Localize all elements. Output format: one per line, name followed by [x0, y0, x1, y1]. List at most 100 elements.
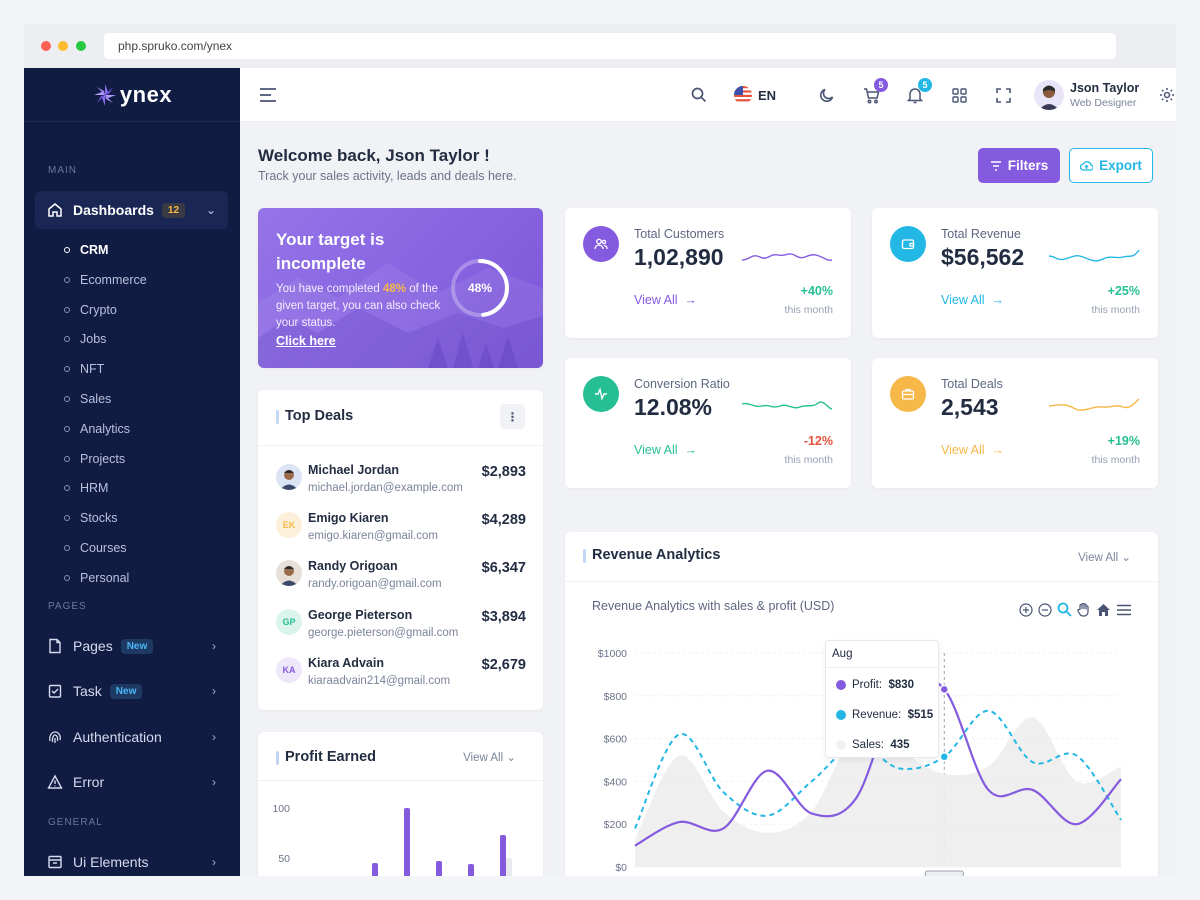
- sidebar-subitem-projects[interactable]: Projects: [64, 452, 125, 466]
- deal-row[interactable]: EK Emigo Kiaren emigo.kiaren@gmail.com $4,2…: [276, 510, 526, 550]
- revenue-view-all[interactable]: View All ⌄: [1078, 550, 1131, 564]
- tooltip-sales-value: 435: [890, 739, 910, 751]
- tooltip-revenue-label: Revenue:: [852, 709, 902, 721]
- briefcase-icon: [890, 376, 926, 412]
- sidebar-item-ui-elements[interactable]: Ui Elements ›: [35, 843, 228, 876]
- sidebar-subitem-personal[interactable]: Personal: [64, 571, 129, 585]
- zoom-out-icon[interactable]: [1038, 602, 1052, 617]
- stat-change: +40%: [800, 284, 833, 298]
- brand-logo[interactable]: ynex: [24, 68, 240, 122]
- sidebar-item-error[interactable]: Error ›: [35, 763, 228, 801]
- chart-menu-icon[interactable]: [1116, 604, 1132, 616]
- search-icon[interactable]: [689, 85, 709, 105]
- view-all-link[interactable]: View All →: [634, 443, 697, 457]
- dark-mode-icon[interactable]: [817, 85, 837, 105]
- deal-row[interactable]: KA Kiara Advain kiaraadvain214@gmail.com $2…: [276, 655, 526, 695]
- user-avatar-icon: [1039, 85, 1059, 110]
- sidebar-subitem-nft[interactable]: NFT: [64, 362, 104, 376]
- y-tick-label: $0: [615, 862, 627, 874]
- minimize-window-dot[interactable]: [58, 41, 68, 51]
- sidebar-subitem-sales[interactable]: Sales: [64, 392, 111, 406]
- target-title-line2: incomplete: [276, 254, 366, 273]
- deal-avatar: KA: [276, 656, 302, 683]
- profit-view-all[interactable]: View All ⌄: [463, 750, 516, 764]
- sidebar-item-authentication[interactable]: Authentication ›: [35, 718, 228, 756]
- y-tick-label: 50: [278, 853, 290, 865]
- arrow-right-icon: →: [684, 443, 698, 457]
- sidebar-item-task[interactable]: Task New ›: [35, 672, 228, 710]
- sidebar-subitem-courses[interactable]: Courses: [64, 541, 127, 555]
- sidebar-item-pages[interactable]: Pages New ›: [35, 627, 228, 665]
- language-selector[interactable]: EN: [733, 85, 776, 105]
- deal-email: george.pieterson@gmail.com: [308, 626, 459, 639]
- person-avatar-icon: [280, 566, 298, 587]
- pan-hand-icon[interactable]: [1077, 602, 1091, 617]
- view-all-link[interactable]: View All →: [634, 293, 697, 307]
- user-avatar[interactable]: [1034, 80, 1064, 110]
- file-icon: [49, 638, 61, 654]
- address-bar[interactable]: php.spruko.com/ynex: [104, 33, 1116, 59]
- chart-tooltip: Aug Profit: $830 Revenue: $515 Sales: 43…: [825, 640, 939, 758]
- sidebar-subitem-crm[interactable]: CRM: [64, 243, 108, 257]
- chevron-down-icon: ⌄: [506, 752, 516, 764]
- export-label: Export: [1099, 158, 1142, 173]
- sidebar-subitem-ecommerce[interactable]: Ecommerce: [64, 273, 147, 287]
- stat-sparkline: [742, 401, 833, 410]
- deal-amount: $3,894: [481, 608, 526, 625]
- sidebar-subitem-jobs[interactable]: Jobs: [64, 332, 106, 346]
- stat-value: $56,562: [941, 244, 1025, 270]
- profit-bar-secondary: [506, 858, 512, 876]
- fullscreen-icon[interactable]: [993, 85, 1013, 105]
- stat-value: 1,02,890: [634, 244, 724, 270]
- maximize-window-dot[interactable]: [76, 41, 86, 51]
- chevron-right-icon: ›: [212, 684, 216, 698]
- deal-avatar: EK: [276, 512, 302, 539]
- deal-amount: $4,289: [481, 512, 526, 529]
- export-button[interactable]: Export: [1069, 148, 1153, 183]
- sidebar-subitem-stocks[interactable]: Stocks: [64, 511, 118, 525]
- fingerprint-icon: [49, 731, 61, 743]
- target-link[interactable]: Click here: [276, 334, 336, 348]
- zoom-in-icon[interactable]: [1019, 602, 1033, 617]
- zoom-select-icon[interactable]: [1057, 602, 1072, 617]
- sidebar-item-label: Error: [73, 774, 105, 790]
- stat-change: +19%: [1107, 434, 1140, 448]
- deal-email: michael.jordan@example.com: [308, 482, 463, 494]
- cart-icon[interactable]: 5: [861, 78, 888, 105]
- stat-label: Total Revenue: [941, 227, 1021, 241]
- divider: [258, 780, 543, 781]
- sidebar-subitem-crypto[interactable]: Crypto: [64, 303, 117, 317]
- close-window-dot[interactable]: [41, 41, 51, 51]
- tooltip-profit-row: Profit: $830: [836, 679, 914, 691]
- deal-row[interactable]: Randy Origoan randy.origoan@gmail.com $6,3…: [276, 558, 526, 598]
- user-info[interactable]: Json Taylor Web Designer: [1070, 81, 1139, 109]
- chevron-right-icon: ›: [212, 855, 216, 869]
- view-all-link[interactable]: View All →: [941, 293, 1004, 307]
- more-options-icon[interactable]: ⋮: [500, 404, 525, 429]
- settings-gear-icon[interactable]: [1157, 85, 1176, 105]
- menu-toggle-icon[interactable]: [258, 85, 278, 105]
- cart-count-badge: 5: [874, 78, 888, 92]
- notification-bell-icon[interactable]: 5: [905, 78, 932, 105]
- y-tick-label: $200: [604, 819, 628, 831]
- new-badge: New: [109, 683, 143, 699]
- chevron-right-icon: ›: [212, 639, 216, 653]
- tooltip-profit-label: Profit:: [852, 679, 883, 691]
- sidebar-subitem-analytics[interactable]: Analytics: [64, 422, 130, 436]
- deal-avatar: [276, 464, 302, 490]
- sidebar-subitem-hrm[interactable]: HRM: [64, 481, 108, 495]
- chevron-down-icon: ⌄: [1121, 552, 1131, 564]
- tooltip-sales-label: Sales:: [852, 739, 884, 751]
- view-all-link[interactable]: View All →: [941, 443, 1004, 457]
- language-label: EN: [758, 87, 777, 103]
- apps-grid-icon[interactable]: [949, 85, 969, 105]
- cloud-upload-icon: [1080, 160, 1094, 171]
- deal-email: kiaraadvain214@gmail.com: [308, 674, 451, 687]
- sidebar-item-dashboards[interactable]: Dashboards 12 ⌄: [35, 191, 228, 229]
- browser-chrome: php.spruko.com/ynex: [24, 24, 1176, 68]
- deal-row[interactable]: Michael Jordan michael.jordan@example.com…: [276, 462, 526, 502]
- filters-button[interactable]: Filters: [978, 148, 1060, 183]
- deal-row[interactable]: GP George Pieterson george.pieterson@gmail…: [276, 607, 526, 647]
- reset-home-icon[interactable]: [1096, 603, 1111, 617]
